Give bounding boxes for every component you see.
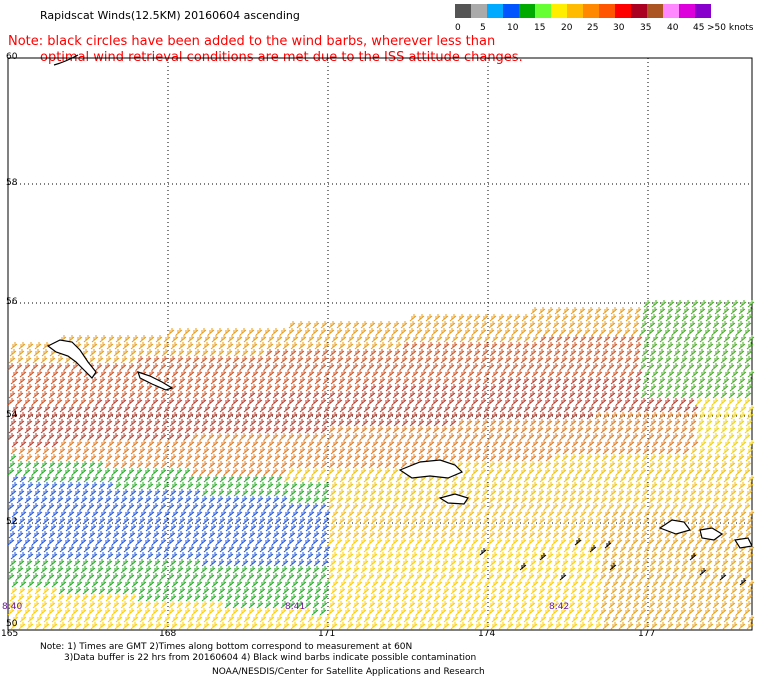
lat-label-54: 54: [6, 410, 18, 420]
lat-label-56: 56: [6, 297, 18, 307]
lon-label-171: 171: [318, 629, 336, 639]
legend-swatch: [471, 4, 487, 18]
legend-swatch: [679, 4, 695, 18]
time-label-841: 8:41: [285, 602, 306, 612]
contaminated-wind-barbs: [479, 538, 747, 586]
time-label-842: 8:42: [549, 602, 570, 612]
footer-line-1: Note: 1) Times are GMT 2)Times along bot…: [40, 642, 413, 652]
land-outline: [438, 493, 469, 505]
map-title: Rapidscat Winds(12.5KM) 20160604 ascendi…: [40, 9, 300, 22]
wind-barbs: [8, 307, 642, 364]
wind-barbs: [10, 412, 699, 476]
legend-swatch: [615, 4, 631, 18]
land-outline: [398, 459, 464, 479]
legend-label: >50 knots: [707, 23, 754, 33]
note-line-1: Note: black circles have been added to t…: [8, 34, 496, 49]
legend-label: 35: [640, 23, 652, 33]
legend-swatch: [647, 4, 663, 18]
legend-swatch: [455, 4, 471, 18]
wind-barbs: [7, 475, 331, 567]
land-outline: [658, 519, 692, 535]
wind-barbs: [7, 454, 331, 616]
lon-label-174: 174: [478, 629, 496, 639]
wind-barb-field: [7, 300, 755, 630]
legend-label: 45: [693, 23, 705, 33]
map-frame: [7, 57, 753, 631]
land-outline: [53, 54, 79, 66]
wind-barbs: [639, 300, 755, 399]
land-outline: [734, 537, 753, 549]
legend-swatch: [583, 4, 599, 18]
wind-barbs: [7, 538, 603, 630]
legend-label: 20: [561, 23, 573, 33]
lat-label-58: 58: [6, 178, 18, 188]
legend-label: 30: [613, 23, 625, 33]
lat-label-60: 60: [6, 52, 18, 62]
legend-swatch: [519, 4, 535, 18]
time-label-840: 8:40: [2, 602, 23, 612]
land-outline: [46, 339, 97, 379]
legend-swatch: [487, 4, 503, 18]
wind-barbs: [7, 370, 699, 448]
lon-label-168: 168: [159, 629, 177, 639]
legend-swatch: [631, 4, 647, 18]
land-outline: [137, 371, 174, 391]
land-outline: [699, 527, 724, 541]
legend-swatch: [535, 4, 551, 18]
legend-label: 5: [480, 23, 486, 33]
footer-line-2: 3)Data buffer is 22 hrs from 20160604 4)…: [64, 653, 477, 663]
footer-credit: NOAA/NESDIS/Center for Satellite Applica…: [212, 667, 485, 677]
wind-barbs: [7, 335, 643, 406]
wind-barbs: [695, 398, 755, 455]
lon-label-165: 165: [1, 629, 19, 639]
legend-swatch: [567, 4, 583, 18]
lat-label-52: 52: [6, 517, 18, 527]
legend-label: 25: [587, 23, 599, 33]
legend-swatch: [663, 4, 679, 18]
wind-barbs: [327, 482, 754, 539]
legend-swatch: [551, 4, 567, 18]
legend-label: 15: [534, 23, 546, 33]
lon-label-177: 177: [638, 629, 656, 639]
legend-swatch: [695, 4, 711, 18]
legend-swatch: [503, 4, 519, 18]
lat-label-50: 50: [6, 619, 18, 629]
legend-swatch: [599, 4, 615, 18]
legend-label: 10: [507, 23, 519, 33]
legend-label: 40: [667, 23, 679, 33]
legend-label: 0: [455, 23, 461, 33]
